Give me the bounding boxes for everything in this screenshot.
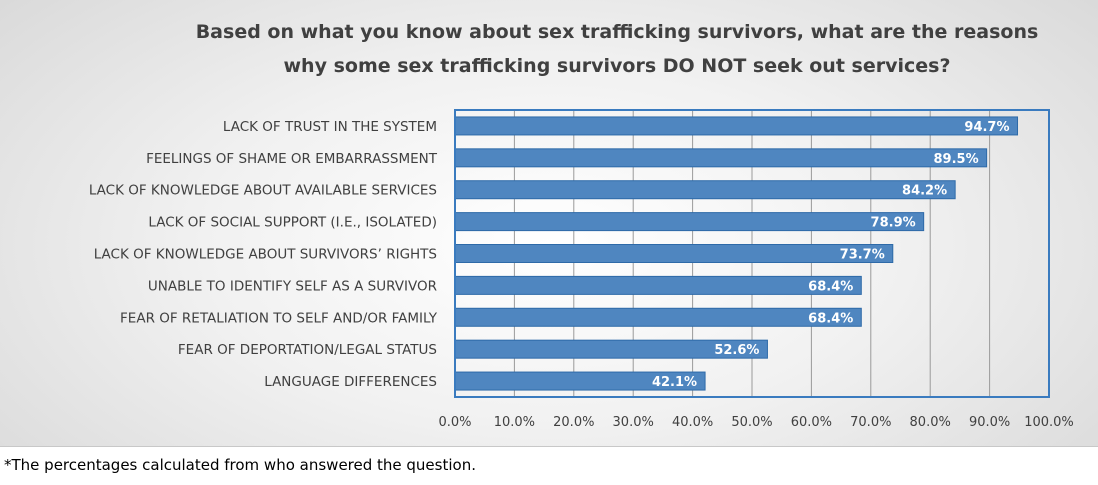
x-tick-label: 90.0% — [969, 415, 1010, 430]
data-label: 68.4% — [808, 279, 853, 294]
x-tick-label: 60.0% — [791, 415, 832, 430]
data-label: 89.5% — [934, 152, 979, 167]
data-label: 68.4% — [808, 311, 853, 326]
x-tick-label: 20.0% — [553, 415, 594, 430]
chart-title-line-2: why some sex trafficking survivors DO NO… — [284, 55, 951, 77]
x-axis-tick-labels: 0.0% 10.0% 20.0% 30.0% 40.0% 50.0% 60.0% 70.0% 8… — [438, 415, 1073, 430]
data-label: 94.7% — [964, 120, 1009, 135]
data-label: 42.1% — [652, 375, 697, 390]
category-label: FEAR OF DEPORTATION/LEGAL STATUS — [178, 342, 437, 358]
data-label: 52.6% — [714, 343, 759, 358]
category-label: FEAR OF RETALIATION TO SELF AND/OR FAMIL… — [120, 310, 438, 326]
bar — [454, 275, 862, 295]
plot-area-border — [454, 109, 1050, 398]
footnote: *The percentages calculated from who ans… — [4, 456, 476, 474]
bar — [454, 148, 988, 168]
x-tick-label: 50.0% — [731, 415, 772, 430]
category-labels: LACK OF TRUST IN THE SYSTEM FEELINGS OF S… — [89, 119, 438, 390]
x-tick-label: 70.0% — [850, 415, 891, 430]
category-label: LANGUAGE DIFFERENCES — [264, 374, 437, 390]
category-label: LACK OF SOCIAL SUPPORT (I.E., ISOLATED) — [148, 215, 437, 231]
category-label: UNABLE TO IDENTIFY SELF AS A SURVIVOR — [148, 278, 437, 294]
bars: 94.7% 89.5% 84.2% 78.9% 73.7% 68.4% 68.4% 52.6%… — [454, 116, 1019, 391]
category-label: FEELINGS OF SHAME OR EMBARRASSMENT — [146, 151, 438, 167]
chart-title: Based on what you know about sex traffic… — [196, 21, 1039, 77]
bar — [454, 244, 894, 263]
bar — [454, 180, 956, 200]
data-label: 78.9% — [871, 216, 916, 231]
category-label: LACK OF TRUST IN THE SYSTEM — [223, 119, 437, 135]
x-tick-label: 80.0% — [910, 415, 951, 430]
bar — [454, 212, 925, 232]
bar-chart: Based on what you know about sex traffic… — [89, 21, 1074, 430]
category-label: LACK OF KNOWLEDGE ABOUT AVAILABLE SERVIC… — [89, 183, 437, 199]
x-tick-label: 30.0% — [613, 415, 654, 430]
data-label: 84.2% — [902, 184, 947, 199]
x-tick-label: 10.0% — [494, 415, 535, 430]
x-tick-label: 40.0% — [672, 415, 713, 430]
x-tick-label: 100.0% — [1024, 415, 1074, 430]
chart-panel: Based on what you know about sex traffic… — [0, 0, 1098, 447]
chart-title-line-1: Based on what you know about sex traffic… — [196, 21, 1039, 43]
data-label: 73.7% — [840, 248, 885, 263]
bar — [454, 116, 1019, 136]
bar — [454, 307, 862, 327]
x-tick-label: 0.0% — [438, 415, 471, 430]
category-label: LACK OF KNOWLEDGE ABOUT SURVIVORS’ RIGHT… — [94, 247, 437, 263]
